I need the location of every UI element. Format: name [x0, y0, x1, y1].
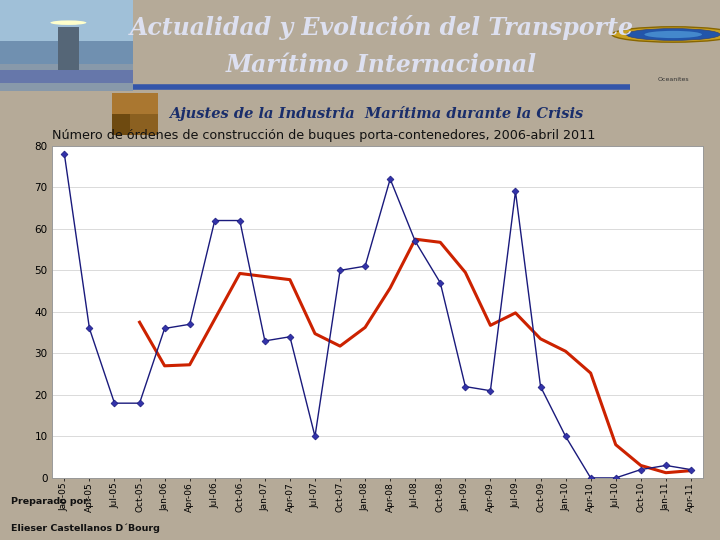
- Circle shape: [644, 31, 702, 38]
- Bar: [0, 64, 133, 91]
- Circle shape: [626, 29, 720, 40]
- Text: Número de órdenes de construcción de buques porta-contenedores, 2006-abril 2011: Número de órdenes de construcción de buq…: [52, 129, 595, 142]
- Bar: [112, 114, 130, 135]
- Text: Elieser Castellanos D´Bourg: Elieser Castellanos D´Bourg: [11, 523, 160, 533]
- Bar: [112, 93, 158, 114]
- Text: Oceanites: Oceanites: [657, 77, 689, 82]
- Bar: [58, 27, 79, 77]
- Bar: [112, 93, 158, 135]
- Bar: [0, 0, 133, 91]
- Bar: [0, 70, 133, 84]
- Text: Ajustes de la Industria  Marítima durante la Crisis: Ajustes de la Industria Marítima durante…: [169, 106, 583, 121]
- Bar: [0, 0, 133, 41]
- Bar: [630, 0, 720, 91]
- Circle shape: [50, 21, 86, 25]
- Text: Marítimo Internacional: Marítimo Internacional: [226, 53, 537, 77]
- Text: Preparado por:: Preparado por:: [11, 497, 91, 506]
- Text: Actualidad y Evolución del Transporte: Actualidad y Evolución del Transporte: [130, 15, 634, 40]
- Circle shape: [612, 27, 720, 42]
